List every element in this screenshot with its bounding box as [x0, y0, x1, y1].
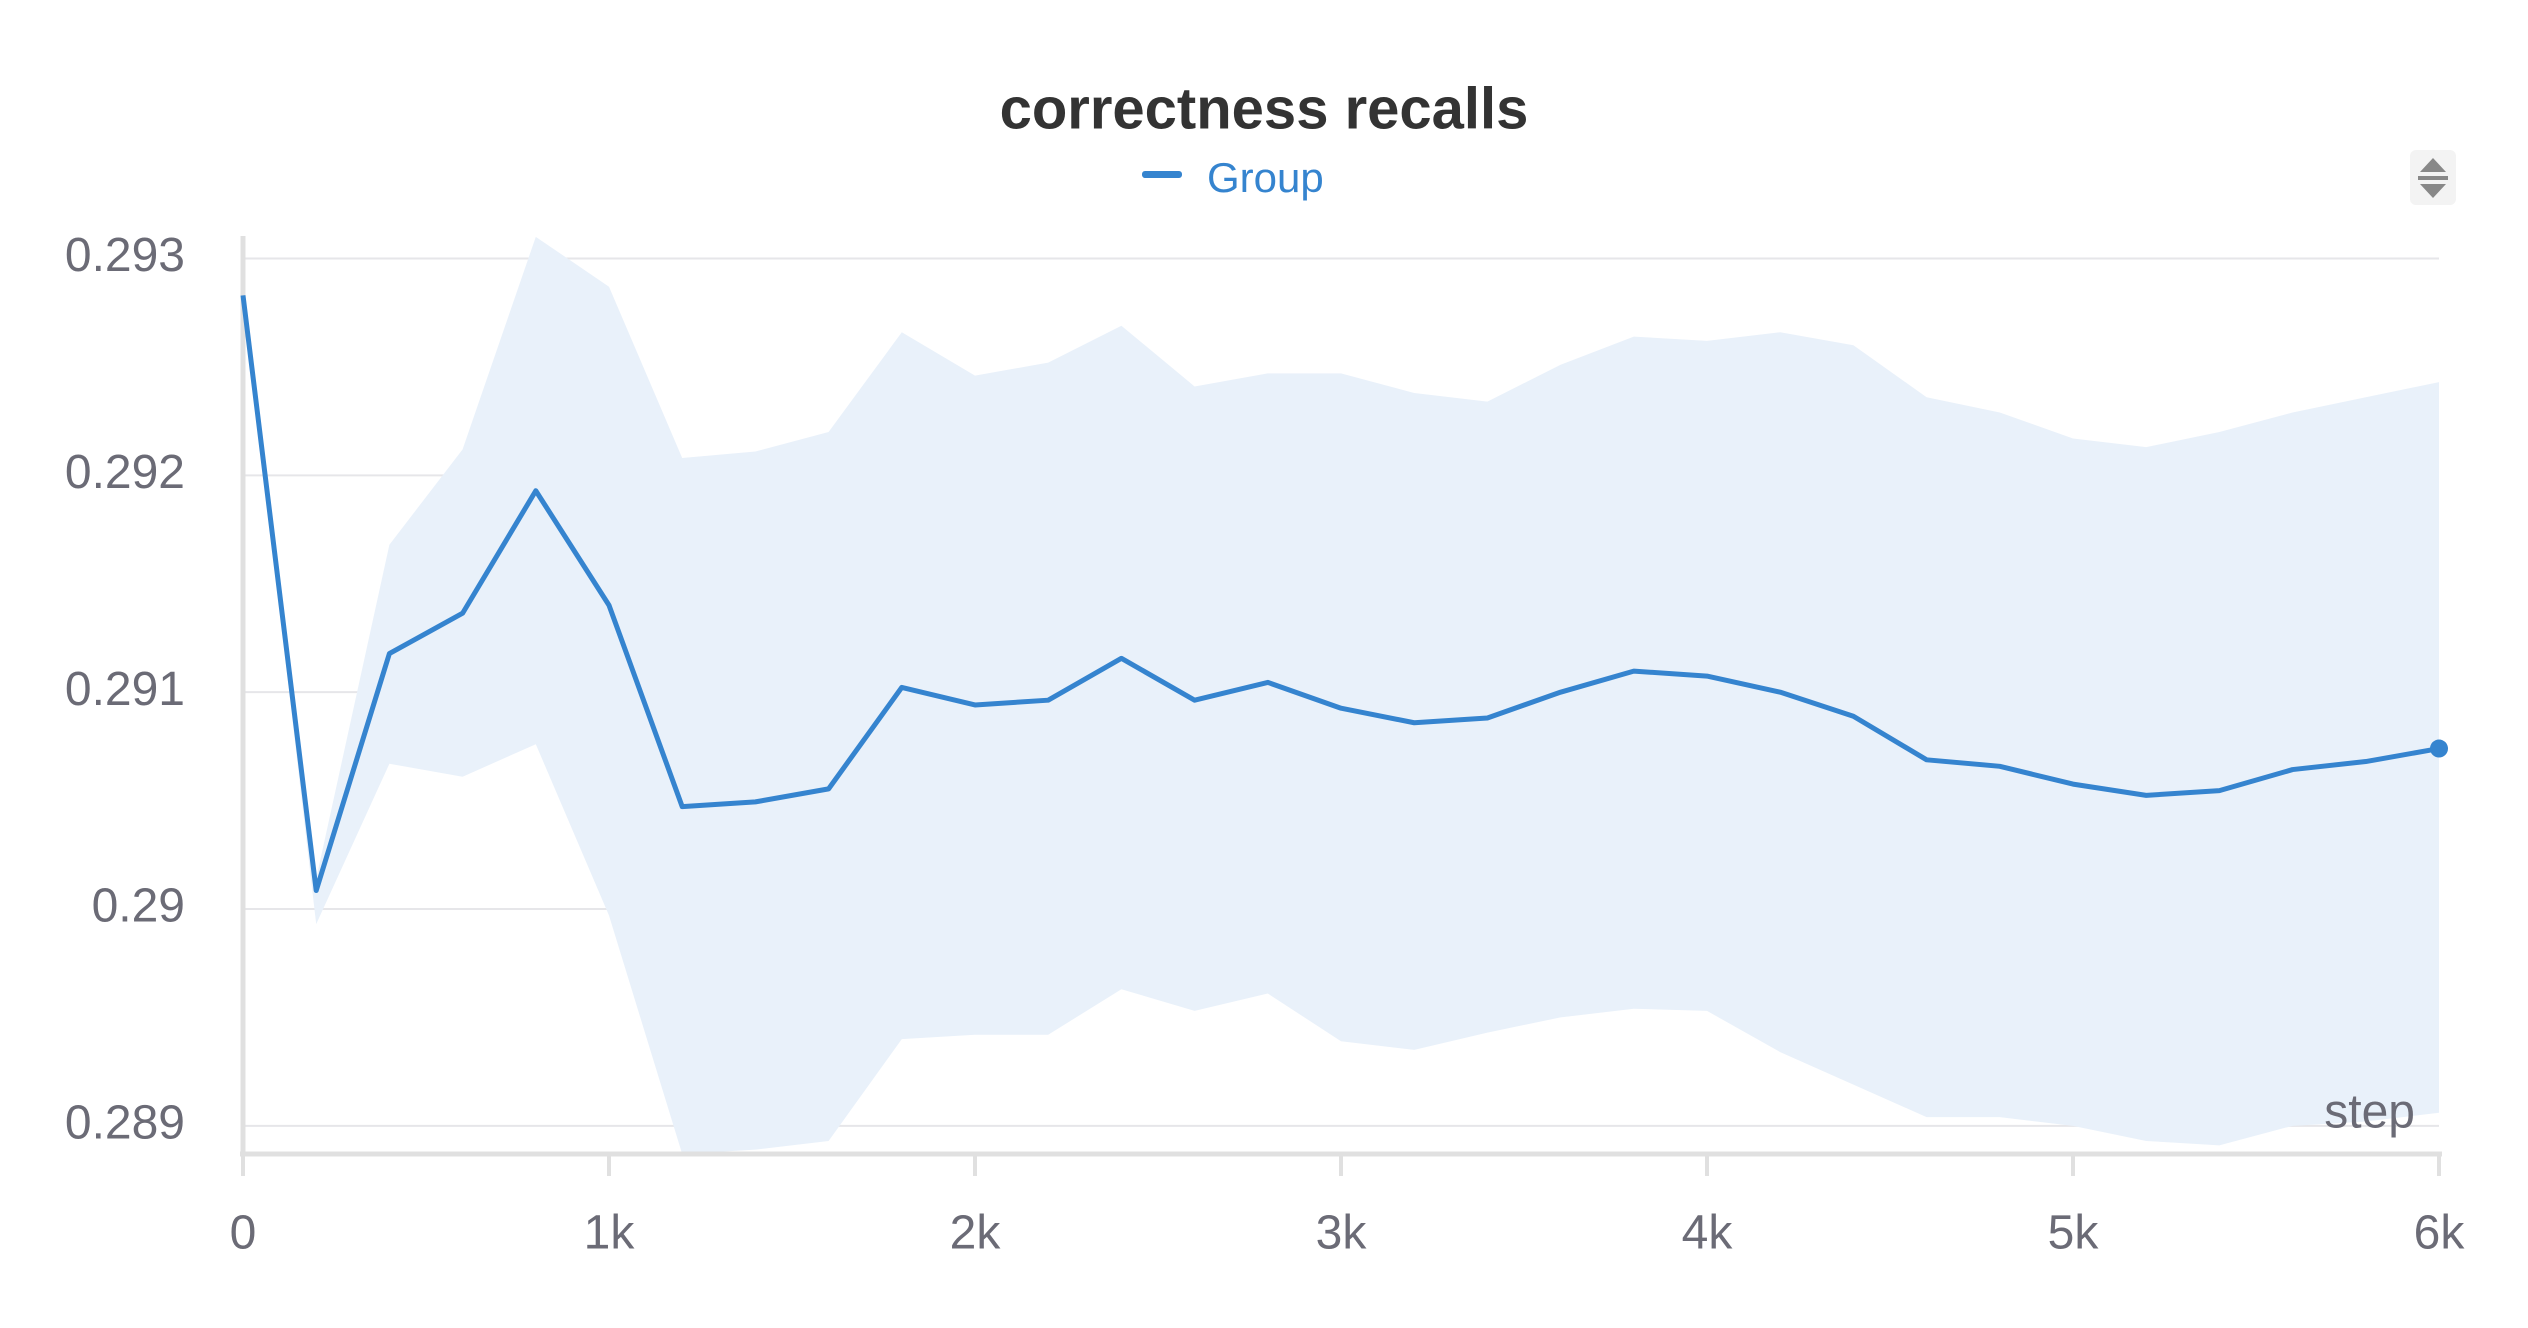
y-tick-label: 0.289	[65, 1096, 185, 1149]
x-tick-label: 0	[230, 1207, 257, 1260]
plot-area	[243, 236, 2439, 1154]
x-tick-label: 6k	[2414, 1207, 2466, 1260]
y-tick-label: 0.291	[65, 663, 185, 716]
legend-swatch	[1142, 171, 1182, 178]
range-band	[243, 236, 2439, 1154]
last-point	[2430, 739, 2448, 758]
y-tick-label: 0.293	[65, 229, 185, 282]
line	[240, 295, 2440, 894]
x-tick-label: 4k	[1682, 1207, 1734, 1260]
y-tick-label: 0.29	[92, 880, 185, 933]
x-axis-label: step	[2324, 1086, 2415, 1139]
x-tick-label: 5k	[2048, 1207, 2100, 1260]
sort-icon[interactable]	[2410, 150, 2456, 205]
chart-title: correctness recalls	[1000, 76, 1529, 141]
sort-icon-arrows[interactable]	[2420, 158, 2446, 198]
legend-label: Group	[1207, 154, 1324, 201]
x-tick-label: 3k	[1316, 1207, 1368, 1260]
x-tick-label: 1k	[584, 1207, 636, 1260]
y-tick-label: 0.292	[65, 446, 185, 499]
sort-icon-bar[interactable]	[2418, 176, 2448, 180]
x-tick-label: 2k	[950, 1207, 1002, 1260]
